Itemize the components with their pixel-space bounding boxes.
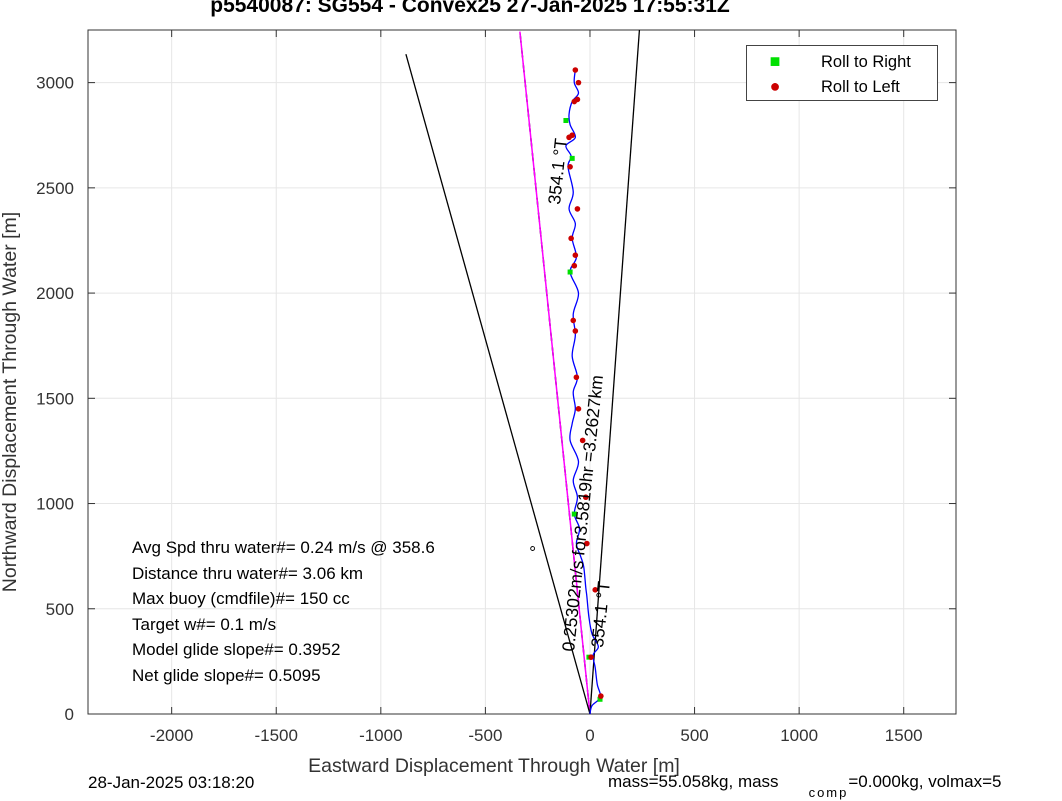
roll-left-marker xyxy=(572,67,579,73)
footer-mass: mass=55.058kg, mass comp=0.000kg, volmax=… xyxy=(608,772,1002,800)
roll-left-marker xyxy=(574,96,581,103)
legend: ■ Roll to Right ● Roll to Left xyxy=(746,45,938,101)
roll-left-marker xyxy=(588,654,594,660)
roll-left-marker xyxy=(572,252,579,258)
stat-distance: Distance thru water#= 3.06 km xyxy=(132,563,364,583)
roll-left-marker xyxy=(574,206,581,212)
roll-left-marker xyxy=(568,235,574,242)
x-tick-label: 1000 xyxy=(780,726,818,745)
legend-item-roll-left: ● Roll to Left xyxy=(757,76,900,97)
heading-label-lower: 354.1 °T xyxy=(587,580,614,648)
roll-left-marker xyxy=(572,328,579,334)
roll-left-marker xyxy=(582,494,589,501)
legend-label-roll-right: Roll to Right xyxy=(821,53,911,71)
footer-mass-post: =0.000kg, volmax=5 xyxy=(848,772,1002,791)
roll-left-marker xyxy=(573,374,580,381)
y-tick-label: 3000 xyxy=(36,74,74,93)
grid-lines xyxy=(88,30,956,715)
x-tick-label: 1500 xyxy=(885,726,923,745)
y-tick-label: 0 xyxy=(65,705,74,724)
roll-left-marker xyxy=(592,587,599,593)
cone-line xyxy=(589,30,641,714)
roll-left-marker xyxy=(571,262,578,269)
roll-left-marker xyxy=(570,317,577,324)
heading-label-upper: 354.1 °T xyxy=(544,137,571,205)
stat-avg-speed: Avg Spd thru water#= 0.24 m/s @ 358.6 xyxy=(132,538,435,557)
reference-lines xyxy=(405,30,641,714)
x-tick-label: 500 xyxy=(680,726,708,745)
roll-left-marker xyxy=(575,406,582,412)
roll-left-marker xyxy=(598,693,604,699)
tick-labels: -2000 -1500 -1000 -500 0 500 1000 1500 0 500 1000 1… xyxy=(36,74,922,745)
legend-swatch-green: ■ xyxy=(769,51,781,71)
heading-line xyxy=(519,31,591,714)
x-axis-label: Eastward Displacement Through Water [m] xyxy=(308,755,680,777)
y-tick-label: 1500 xyxy=(36,389,74,408)
footer-timestamp: 28-Jan-2025 03:18:20 xyxy=(88,773,255,792)
roll-left-marker xyxy=(579,437,586,444)
y-tick-label: 2000 xyxy=(36,284,74,303)
y-tick-label: 500 xyxy=(46,600,74,619)
cone-line xyxy=(405,54,591,714)
stat-model-glide: Model glide slope#= 0.3952 xyxy=(132,640,341,659)
y-tick-label: 2500 xyxy=(36,179,74,198)
footer-mass-pre: mass=55.058kg, mass xyxy=(608,772,779,791)
roll-left-marker xyxy=(567,164,573,170)
track-line xyxy=(565,69,602,715)
x-tick-label: -2000 xyxy=(150,726,193,745)
roll-left-marker xyxy=(575,79,582,86)
legend-swatch-red: ● xyxy=(769,76,781,96)
legend-label-roll-left: Roll to Left xyxy=(821,78,900,96)
x-tick-label: -1500 xyxy=(254,726,297,745)
x-tick-label: 0 xyxy=(585,726,594,745)
roll-right-marker xyxy=(567,269,573,275)
x-tick-label: -1000 xyxy=(359,726,402,745)
roll-right-marker xyxy=(597,696,603,702)
stats-block: Avg Spd thru water#= 0.24 m/s @ 358.6 Di… xyxy=(132,535,435,688)
axes xyxy=(87,29,957,715)
roll-right-marker xyxy=(563,117,569,123)
roll-markers xyxy=(563,67,604,702)
data-series xyxy=(565,69,602,715)
y-axis-label: Northward Displacement Through Water [m] xyxy=(0,212,21,592)
legend-item-roll-right: ■ Roll to Right xyxy=(757,51,911,72)
roll-left-marker xyxy=(569,132,575,139)
y-tick-label: 1000 xyxy=(36,495,74,514)
footer-mass-sub: comp xyxy=(808,785,849,800)
plot-frame xyxy=(87,29,957,715)
roll-left-marker xyxy=(584,540,590,547)
x-tick-label: -500 xyxy=(468,726,502,745)
roll-right-marker xyxy=(571,511,577,517)
chart-title: p5540087: SG554 - Convex25 27-Jan-2025 1… xyxy=(210,0,730,17)
degree-mark: ° xyxy=(526,544,547,553)
stat-target-w: Target w#= 0.1 m/s xyxy=(132,614,277,634)
stat-net-glide: Net glide slope#= 0.5095 xyxy=(132,665,321,685)
roll-right-marker xyxy=(569,155,575,161)
stat-max-buoy: Max buoy (cmdfile)#= 150 cc xyxy=(132,589,350,608)
